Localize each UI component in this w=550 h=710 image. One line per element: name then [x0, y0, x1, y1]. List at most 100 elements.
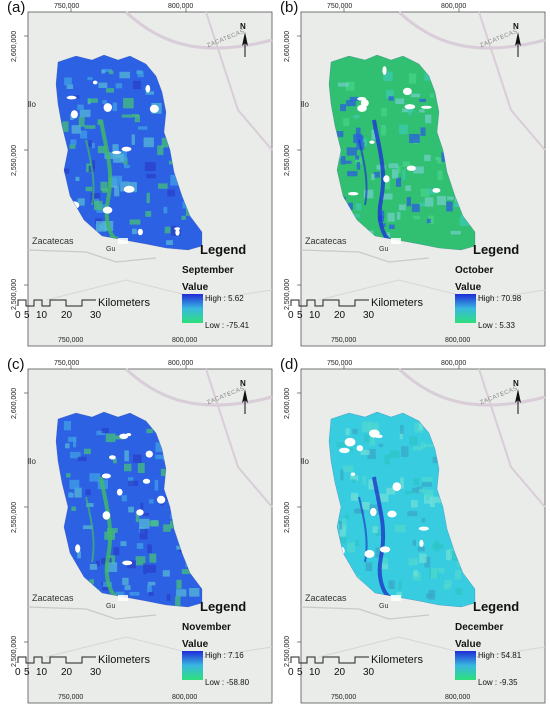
legend-value-label: Value [455, 639, 482, 650]
x-tick-top: 800,000 [168, 360, 194, 367]
legend-low: Low : -9.35 [478, 678, 518, 687]
y-tick: 2,550,000 [11, 144, 18, 176]
legend-high: High : 54.81 [478, 651, 522, 660]
edge-place-label: llo [301, 457, 310, 466]
scalebar-tick: 20 [61, 310, 73, 321]
map-frame [17, 8, 273, 347]
x-tick-bottom: 800,000 [445, 694, 471, 701]
scalebar-tick: 30 [90, 310, 102, 321]
panel-label: (a) [7, 0, 26, 16]
panel-label: (d) [280, 356, 299, 373]
scalebar-unit: Kilometers [371, 654, 423, 666]
x-tick-bottom: 800,000 [172, 694, 198, 701]
map-frame [290, 8, 546, 347]
scalebar-unit: Kilometers [371, 297, 423, 309]
legend-low: Low : -75.41 [205, 321, 250, 330]
legend-month: September [182, 265, 234, 276]
x-tick-top: 800,000 [441, 360, 467, 367]
town-label: Gu [379, 603, 389, 610]
legend-high: High : 7.16 [205, 651, 244, 660]
scalebar [17, 656, 96, 664]
scalebar [290, 656, 369, 664]
legend-title: Legend [200, 599, 247, 614]
color-ramp [182, 294, 203, 323]
edge-place-label: llo [301, 100, 310, 109]
scalebar-unit: Kilometers [98, 654, 150, 666]
scalebar-tick: 5 [24, 667, 30, 678]
legend-title: Legend [200, 242, 247, 257]
scalebar-tick: 30 [363, 310, 375, 321]
y-tick: 2,600,000 [11, 387, 18, 419]
scalebar-tick: 0 [15, 310, 21, 321]
legend-value-label: Value [182, 282, 209, 293]
y-tick: 2,500,000 [284, 635, 291, 667]
scalebar-tick: 20 [334, 310, 346, 321]
map-frame [17, 365, 273, 704]
scalebar-tick: 10 [36, 667, 48, 678]
color-ramp [455, 294, 476, 323]
scalebar [17, 299, 96, 307]
y-tick: 2,500,000 [11, 278, 18, 310]
panel-label: (c) [7, 356, 25, 373]
scalebar-tick: 30 [90, 667, 102, 678]
town-label: Gu [106, 246, 116, 253]
city-label: Zacatecas [32, 236, 74, 246]
edge-place-label: llo [28, 457, 37, 466]
scalebar-tick: 0 [288, 667, 294, 678]
map-frame [290, 365, 546, 704]
y-tick: 2,550,000 [284, 501, 291, 533]
panel-label: (b) [280, 0, 299, 16]
legend-high: High : 5.62 [205, 294, 244, 303]
y-tick: 2,600,000 [284, 30, 291, 62]
north-arrow-icon: N [511, 22, 525, 58]
x-tick-top: 750,000 [327, 360, 353, 367]
city-label: Zacatecas [305, 593, 347, 603]
legend-value-label: Value [182, 639, 209, 650]
north-arrow-icon: N [238, 379, 252, 415]
scalebar-unit: Kilometers [98, 297, 150, 309]
scalebar-tick: 5 [297, 310, 303, 321]
north-arrow-icon: N [511, 379, 525, 415]
map-panel-a: (a) 750,000 800,000 750,000 800,000 2,60… [6, 0, 273, 348]
scalebar-tick: 30 [363, 667, 375, 678]
legend-title: Legend [473, 242, 520, 257]
x-tick-top: 750,000 [327, 3, 353, 10]
y-tick: 2,500,000 [284, 278, 291, 310]
y-tick: 2,550,000 [11, 501, 18, 533]
legend-high: High : 70.98 [478, 294, 522, 303]
map-panel-b: (b) 750,000 800,000 750,000 800,000 2,60… [279, 0, 546, 348]
legend-value-label: Value [455, 282, 482, 293]
x-tick-bottom: 750,000 [331, 694, 357, 701]
scalebar-tick: 0 [288, 310, 294, 321]
legend-month: December [455, 622, 504, 633]
y-tick: 2,600,000 [284, 387, 291, 419]
x-tick-top: 800,000 [441, 3, 467, 10]
legend-title: Legend [473, 599, 520, 614]
x-tick-bottom: 750,000 [58, 694, 84, 701]
x-tick-bottom: 750,000 [331, 337, 357, 344]
scalebar-tick: 20 [334, 667, 346, 678]
scalebar-tick: 5 [297, 667, 303, 678]
north-arrow-icon: N [238, 22, 252, 58]
x-tick-top: 800,000 [168, 3, 194, 10]
color-ramp [455, 651, 476, 680]
scalebar-tick: 10 [309, 667, 321, 678]
edge-place-label: llo [28, 100, 37, 109]
x-tick-bottom: 800,000 [445, 337, 471, 344]
legend-month: November [182, 622, 231, 633]
legend-low: Low : -58.80 [205, 678, 250, 687]
color-ramp [182, 651, 203, 680]
y-tick: 2,600,000 [11, 30, 18, 62]
scalebar-tick: 5 [24, 310, 30, 321]
city-label: Zacatecas [305, 236, 347, 246]
town-label: Gu [379, 246, 389, 253]
map-panel-c: (c) 750,000 800,000 750,000 800,000 2,60… [6, 356, 273, 705]
y-tick: 2,500,000 [11, 635, 18, 667]
x-tick-top: 750,000 [54, 3, 80, 10]
scalebar-tick: 0 [15, 667, 21, 678]
city-label: Zacatecas [32, 593, 74, 603]
x-tick-bottom: 800,000 [172, 337, 198, 344]
y-tick: 2,550,000 [284, 144, 291, 176]
scalebar-tick: 10 [36, 310, 48, 321]
legend-month: October [455, 265, 494, 276]
